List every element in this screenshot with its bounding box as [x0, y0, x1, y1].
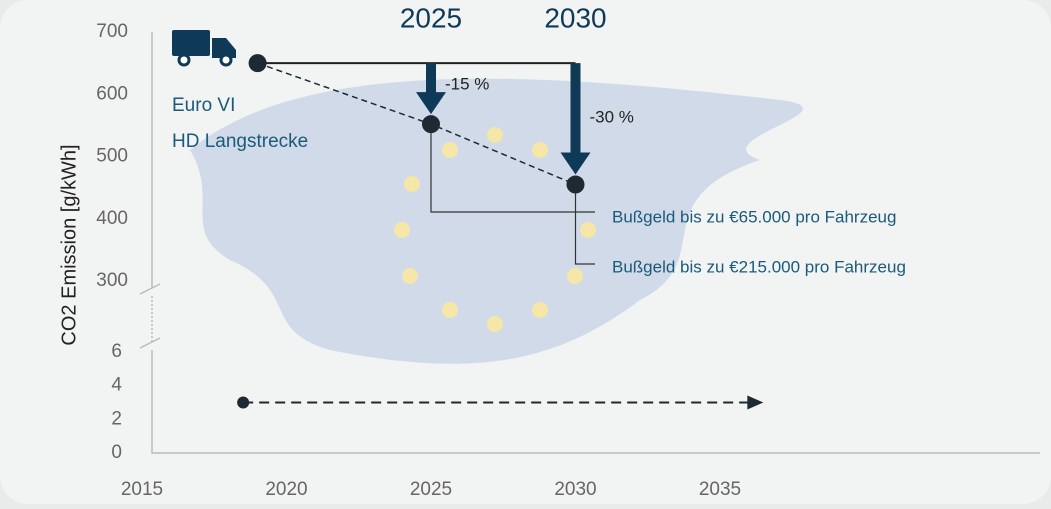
data-point: [249, 54, 267, 72]
y-tick-label: 700: [96, 21, 128, 42]
milestone-year: 2030: [544, 2, 606, 33]
series-label: HD Langstrecke: [172, 131, 308, 152]
reduction-label: -15 %: [445, 74, 489, 93]
y-tick-label: 600: [96, 83, 128, 104]
chart: CO2 Emission [g/kWh] Euro VI HD Langstre…: [0, 0, 1051, 504]
data-point: [237, 397, 249, 409]
fine-label: Bußgeld bis zu €215.000 pro Fahrzeug: [612, 257, 906, 276]
reduction-label: -30 %: [590, 107, 634, 126]
series-label: Euro VI: [172, 95, 235, 116]
x-tick-label: 2030: [554, 479, 596, 500]
y-axis-label: CO2 Emission [g/kWh]: [58, 144, 80, 345]
fine-label: Bußgeld bis zu €65.000 pro Fahrzeug: [612, 207, 896, 226]
reduction-arrow: [571, 63, 581, 154]
x-tick-label: 2015: [121, 479, 163, 500]
x-tick-label: 2035: [699, 479, 741, 500]
data-point: [567, 176, 585, 194]
y-tick-label: 0: [111, 442, 122, 463]
y-tick-label: 500: [96, 146, 128, 167]
milestone-year: 2025: [400, 2, 462, 33]
y-tick-label: 300: [96, 270, 128, 291]
y-tick-label: 6: [111, 341, 122, 362]
reduction-arrow: [426, 63, 436, 94]
x-tick-label: 2025: [410, 479, 452, 500]
y-tick-label: 400: [96, 208, 128, 229]
y-tick-label: 4: [111, 375, 122, 396]
data-point: [422, 115, 440, 133]
y-tick-label: 2: [111, 408, 122, 429]
x-tick-label: 2020: [265, 479, 307, 500]
